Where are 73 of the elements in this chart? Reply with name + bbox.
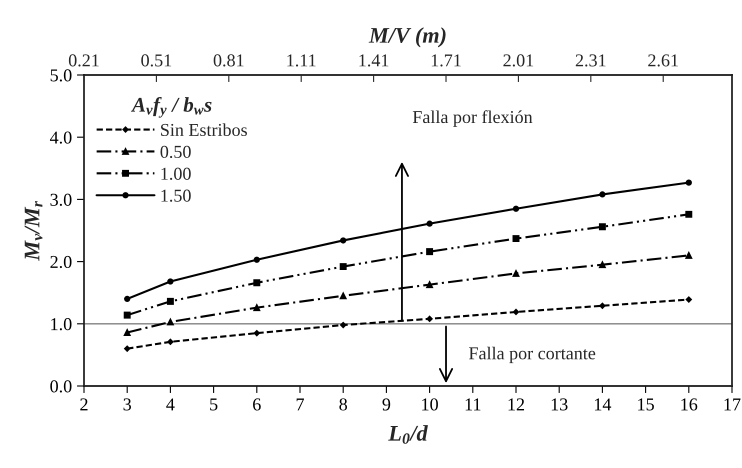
x-tick-label: 3 xyxy=(124,398,132,411)
x2-tick-label: 2.31 xyxy=(576,54,606,67)
legend-label: 1.00 xyxy=(161,168,191,180)
x2-tick-label: 1.71 xyxy=(432,54,461,67)
point xyxy=(254,256,260,263)
x-tick-label: 6 xyxy=(253,398,261,411)
y-tick-label: 5.0 xyxy=(50,69,72,82)
point xyxy=(253,279,260,286)
point xyxy=(254,330,260,336)
x2-tick-label: 2.61 xyxy=(648,54,678,67)
point xyxy=(426,316,433,322)
legend-label: Sin Estribos xyxy=(161,123,247,136)
x-tick-label: 15 xyxy=(638,398,654,411)
x-tick-label: 11 xyxy=(466,398,480,410)
point xyxy=(253,304,260,312)
point xyxy=(426,220,433,227)
legend-label: 1.50 xyxy=(161,190,191,202)
y-tick-label: 3.0 xyxy=(50,194,72,206)
point xyxy=(685,252,692,259)
point xyxy=(124,296,130,302)
point xyxy=(340,322,346,328)
x-tick-label: 17 xyxy=(724,398,741,410)
x2-axis-title: M/V (m) xyxy=(368,27,446,48)
point xyxy=(166,298,174,305)
x2-tick-label: 1.41 xyxy=(359,54,388,67)
point xyxy=(512,235,520,242)
point xyxy=(124,329,131,336)
x2-tick-label: 1.11 xyxy=(287,54,316,67)
x-tick-label: 16 xyxy=(681,398,698,411)
point xyxy=(599,191,606,198)
x-tick-label: 14 xyxy=(594,398,612,410)
legend-title: A$_{v}$f$_{y}$ / b$_{w}$s xyxy=(130,96,212,118)
x-tick-label: 8 xyxy=(339,398,348,411)
y-tick-label: 0.0 xyxy=(50,380,72,393)
point xyxy=(166,318,174,326)
x-tick-label: 10 xyxy=(422,398,438,411)
y-tick-label: 4.0 xyxy=(50,131,72,144)
point xyxy=(512,270,520,277)
x-tick-label: 2 xyxy=(80,398,88,410)
x-tick-label: 7 xyxy=(296,398,304,410)
point xyxy=(512,206,520,212)
legend-label: 0.50 xyxy=(160,146,191,158)
point xyxy=(167,278,174,285)
x2-tick-label: 2.01 xyxy=(503,54,534,67)
annotation: Falla por cortante xyxy=(469,346,596,364)
x2-tick-label: 0.81 xyxy=(214,54,244,67)
x-tick-label: 4 xyxy=(166,398,175,410)
point xyxy=(685,210,692,218)
point xyxy=(340,237,346,244)
x-tick-label: 12 xyxy=(508,398,524,410)
x2-tick-label: 0.21 xyxy=(68,54,99,67)
x2-tick-label: 0.51 xyxy=(141,54,172,67)
point xyxy=(426,281,434,288)
x-tick-label: 9 xyxy=(382,398,390,411)
point xyxy=(340,292,347,300)
point xyxy=(598,223,606,230)
point xyxy=(512,308,520,316)
point xyxy=(167,338,174,345)
x-axis-title: L$_{0}$/d xyxy=(388,425,428,444)
point xyxy=(686,296,692,303)
point xyxy=(340,263,347,270)
point xyxy=(426,248,434,256)
x-tick-label: 5 xyxy=(210,398,218,411)
point xyxy=(598,261,606,268)
point xyxy=(686,179,692,186)
point xyxy=(124,346,130,352)
y-tick-label: 1.0 xyxy=(51,318,72,330)
point xyxy=(124,312,131,319)
y-axis-title: M$_{v}$/M$_{r}$ xyxy=(24,200,43,261)
y-tick-label: 2.0 xyxy=(50,256,72,268)
annotation: Falla por flexión xyxy=(412,110,532,127)
x-tick-label: 13 xyxy=(552,398,568,411)
point xyxy=(599,302,606,309)
